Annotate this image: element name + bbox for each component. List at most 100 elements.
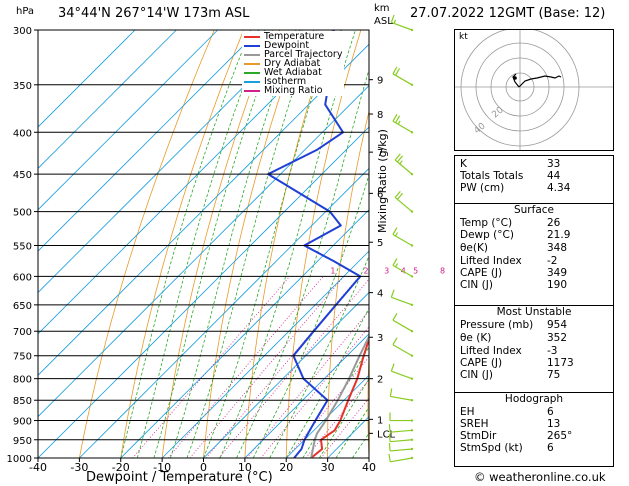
wind-barb [390, 14, 414, 32]
wet-adiabat-line [335, 406, 369, 458]
hodo-label: StmSpd (kt) [460, 442, 523, 454]
surface-label: Temp (°C) [460, 217, 513, 229]
x-axis-label: Dewpoint / Temperature (°C) [86, 470, 273, 485]
isotherm-line [38, 126, 369, 458]
wet-adiabat-line [170, 30, 297, 458]
most-unstable-title: Most Unstable [496, 306, 572, 318]
wet-adiabat-line [153, 30, 281, 458]
surface-label: θe(K) [460, 242, 488, 254]
surface-value: 21.9 [547, 229, 571, 241]
surface-value: 348 [547, 242, 568, 254]
km-label: km [374, 3, 390, 14]
indices-label: PW (cm) [460, 182, 505, 194]
pressure-tick-label: 300 [13, 26, 32, 37]
mu-label: CAPE (J) [460, 357, 503, 369]
pressure-tick-label: 650 [13, 301, 32, 312]
isotherm-line [38, 30, 136, 128]
isotherm-line [120, 209, 369, 458]
legend-item: Dewpoint [244, 41, 342, 50]
km-tick-label: 3 [377, 333, 383, 344]
mu-row: Pressure (mb) 954 [455, 319, 613, 331]
wet-adiabat-line [136, 30, 266, 458]
location-title: 34°44'N 267°14'W 173m ASL [58, 6, 250, 21]
mixing-ratio-label: 8 [440, 266, 445, 275]
surface-value: -2 [547, 255, 558, 267]
surface-title: Surface [513, 204, 554, 216]
x-tick-label: 30 [321, 461, 335, 474]
hodograph-table-panel: Hodograph EH 6 SREH 13 StmDir 265° StmSpd (… [454, 392, 614, 467]
isotherm-line [38, 43, 369, 376]
pressure-tick-label: 850 [13, 396, 32, 407]
mu-label: Lifted Index [460, 345, 522, 357]
hodo-label: StmDir [460, 430, 497, 442]
surface-panel: Surface Temp (°C) 26 Dewp (°C) 21.9 θe(K) 3… [454, 203, 614, 306]
mu-row: Lifted Index -3 [455, 345, 613, 357]
indices-panel: K 33 Totals Totals 44 PW (cm) 4.34 [454, 155, 614, 207]
x-tick-label: 0 [200, 461, 207, 474]
isotherm-line [79, 167, 369, 458]
isotherm-line [161, 250, 369, 458]
pressure-tick-label: 400 [13, 128, 32, 139]
mu-row: CAPE (J) 1173 [455, 357, 613, 369]
indices-row-pw: PW (cm) 4.34 [455, 182, 613, 194]
x-tick-label: -30 [70, 461, 88, 474]
dewpoint-line [267, 30, 362, 458]
pressure-tick-label: 800 [13, 375, 32, 386]
wind-barb [392, 337, 414, 357]
wind-barb [394, 190, 414, 213]
pressure-tick-label: 950 [13, 436, 32, 447]
surface-label: CIN (J) [460, 279, 493, 291]
surface-row: Temp (°C) 26 [455, 217, 613, 229]
hpa-label: hPa [16, 6, 35, 17]
wet-adiabat-line [120, 30, 251, 458]
legend-swatch [244, 53, 260, 56]
indices-value: 44 [547, 170, 561, 182]
mixing-ratio-line [246, 310, 369, 458]
km-tick-label: 4 [377, 289, 383, 300]
wind-barb [389, 412, 414, 422]
copyright-text: © weatheronline.co.uk [474, 470, 606, 484]
surface-row: CAPE (J) 349 [455, 267, 613, 279]
km-tick-label: 8 [377, 110, 383, 121]
wind-barb [392, 227, 414, 247]
x-tick-label: -20 [112, 461, 130, 474]
isotherm-line [38, 30, 301, 294]
hodo-value: 6 [547, 442, 554, 454]
surface-value: 190 [547, 279, 568, 291]
surface-row: Dewp (°C) 21.9 [455, 229, 613, 241]
pressure-tick-label: 350 [13, 81, 32, 92]
wind-barb [388, 433, 414, 443]
hodograph-trace [518, 75, 562, 88]
hodograph-plot: 20 40 [455, 30, 613, 150]
mu-value: 1173 [547, 357, 574, 369]
surface-label: CAPE (J) [460, 267, 503, 279]
dry-adiabat-line [367, 346, 369, 458]
dry-adiabat-line [407, 30, 449, 458]
hodograph-table-title: Hodograph [504, 393, 564, 405]
x-tick-label: 10 [238, 461, 252, 474]
legend-label: Temperature [264, 31, 325, 42]
legend-item: Dry Adiabat [244, 59, 342, 68]
wind-barb [389, 388, 414, 402]
legend-item: Parcel Trajectory [244, 50, 342, 59]
mu-value: 75 [547, 369, 561, 381]
temperature-line [310, 336, 369, 458]
hodo-value: 265° [547, 430, 573, 442]
mu-label: θe (K) [460, 332, 492, 344]
wind-barb [392, 114, 414, 134]
pressure-tick-label: 900 [13, 417, 32, 428]
wind-barb [390, 363, 414, 380]
legend-label: Dewpoint [264, 40, 310, 51]
km-tick-label: 6 [377, 189, 383, 200]
legend-swatch [244, 44, 260, 47]
isotherm-line [285, 374, 369, 458]
wind-barb [388, 442, 414, 452]
asl-label: ASL [374, 16, 393, 27]
isotherm-line [38, 30, 219, 211]
wind-barb [392, 66, 414, 86]
hodo-label: EH [460, 406, 475, 418]
x-tick-label: -40 [29, 461, 47, 474]
pressure-tick-label: 1000 [7, 454, 32, 465]
isotherm-line [203, 291, 369, 458]
pressure-tick-label: 450 [13, 170, 32, 181]
